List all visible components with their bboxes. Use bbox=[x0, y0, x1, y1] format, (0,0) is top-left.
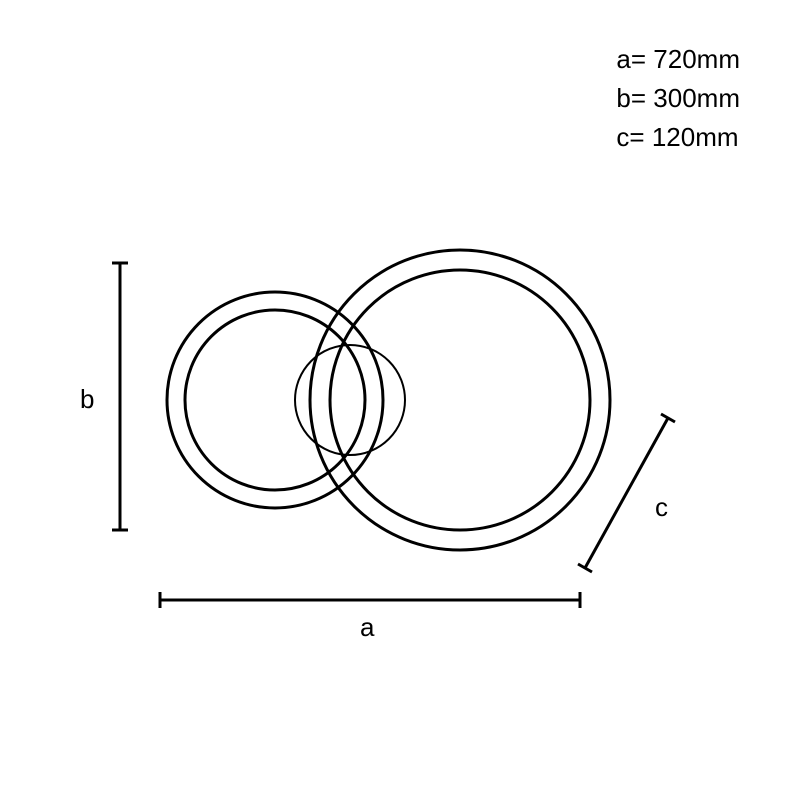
large-ring-inner bbox=[330, 270, 590, 530]
small-ring-inner bbox=[185, 310, 365, 490]
small-ring-outer bbox=[167, 292, 383, 508]
dim-c-label: c bbox=[655, 492, 668, 523]
diagram-svg bbox=[0, 0, 800, 800]
dim-a-label: a bbox=[360, 612, 374, 643]
dim-b-label: b bbox=[80, 384, 94, 415]
large-ring-outer bbox=[310, 250, 610, 550]
diagram-canvas: a= 720mm b= 300mm c= 120mm b a c bbox=[0, 0, 800, 800]
